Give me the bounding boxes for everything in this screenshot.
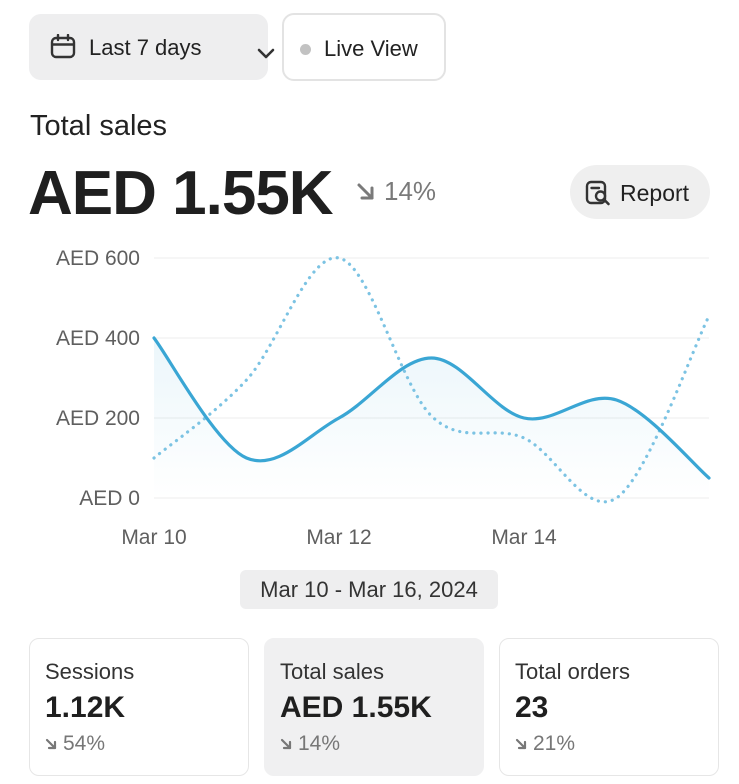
series-solid-area [154,338,709,498]
card-title: Total orders [515,659,630,684]
card-value: 23 [515,691,549,724]
live-view-label: Live View [324,36,418,61]
summary-card-total-sales[interactable]: Total sales AED 1.55K 14% [264,638,484,776]
y-tick-label: AED 600 [56,247,140,270]
card-title: Total sales [280,659,384,684]
card-change-value: 54% [63,732,106,755]
report-search-icon [585,180,611,212]
summary-card-total-orders[interactable]: Total orders 23 21% [499,638,719,776]
y-tick-label: AED 0 [79,487,140,510]
chevron-down-icon [257,40,275,66]
card-value: AED 1.55K [280,691,432,724]
metric-change: 14% [356,176,436,207]
report-label: Report [620,180,690,206]
report-button[interactable]: Report [570,165,710,219]
y-tick-label: AED 200 [56,407,140,430]
metric-value: AED 1.55K [28,159,334,228]
card-change: 54% [45,732,105,756]
chart-date-range-label: Mar 10 - Mar 16, 2024 [240,570,498,609]
series-solid-line [152,336,711,480]
x-tick-label: Mar 12 [306,526,371,549]
card-value: 1.12K [45,691,126,724]
arrow-down-right-icon [45,738,57,750]
live-view-button[interactable]: Live View [282,13,446,81]
card-title: Sessions [45,659,135,684]
date-range-label: Last 7 days [89,35,202,60]
date-range-selector[interactable]: Last 7 days [29,14,275,80]
metric-title: Total sales [30,110,168,142]
x-tick-label: Mar 10 [121,526,186,549]
card-change-value: 14% [298,732,341,755]
arrow-down-right-icon [280,738,292,750]
arrow-down-right-icon [515,738,527,750]
card-change-value: 21% [533,732,576,755]
sales-line-chart: AED 600 AED 400 AED 200 AED 0 Mar 10 Mar 12 M… [56,247,711,549]
summary-card-sessions[interactable]: Sessions 1.12K 54% [29,638,249,776]
calendar-icon [50,33,76,66]
card-change: 21% [515,732,575,756]
live-status-dot-icon [300,44,311,55]
card-change: 14% [280,732,340,756]
x-tick-label: Mar 14 [491,526,557,549]
metric-change-value: 14% [384,176,437,206]
y-tick-label: AED 400 [56,327,140,350]
arrow-down-right-icon [357,183,374,199]
